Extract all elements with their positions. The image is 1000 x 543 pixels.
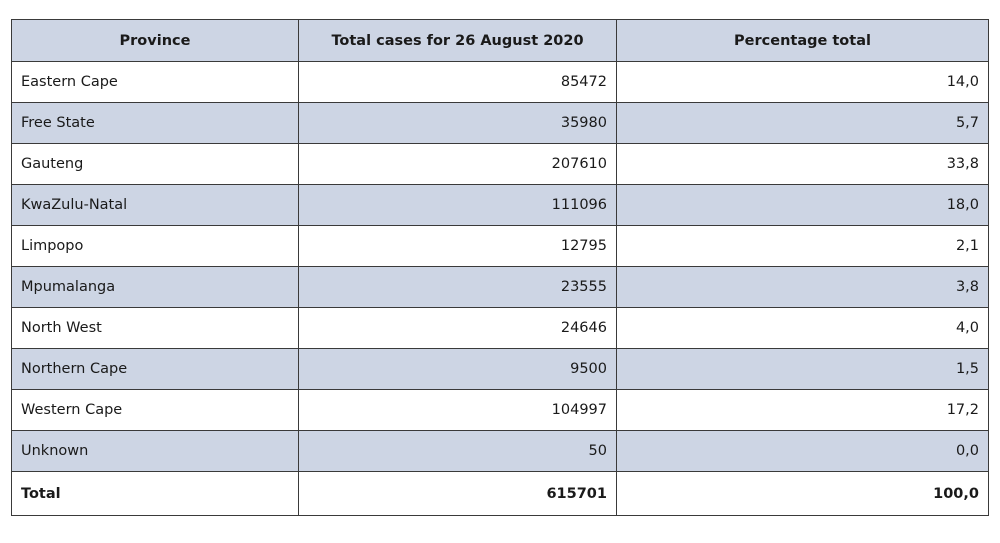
table-row: Unknown 50 0,0: [11, 430, 989, 472]
cases-cell: 104997: [298, 389, 617, 431]
province-cell: Gauteng: [11, 143, 299, 185]
cases-cell: 9500: [298, 348, 617, 390]
provincial-cases-table-container: Province Total cases for 26 August 2020 …: [11, 19, 989, 516]
cases-cell: 50: [298, 430, 617, 472]
total-percent-cell: 100,0: [616, 471, 989, 516]
province-cell: North West: [11, 307, 299, 349]
header-total-cases: Total cases for 26 August 2020: [298, 19, 617, 62]
cases-cell: 12795: [298, 225, 617, 267]
cases-cell: 207610: [298, 143, 617, 185]
percent-cell: 4,0: [616, 307, 989, 349]
province-cell: Eastern Cape: [11, 61, 299, 103]
table-row: Gauteng 207610 33,8: [11, 143, 989, 185]
province-cell: Free State: [11, 102, 299, 144]
province-cell: Limpopo: [11, 225, 299, 267]
percent-cell: 33,8: [616, 143, 989, 185]
table-row: Eastern Cape 85472 14,0: [11, 61, 989, 103]
percent-cell: 0,0: [616, 430, 989, 472]
table-row: Mpumalanga 23555 3,8: [11, 266, 989, 308]
cases-cell: 24646: [298, 307, 617, 349]
percent-cell: 3,8: [616, 266, 989, 308]
total-label: Total: [11, 471, 299, 516]
percent-cell: 14,0: [616, 61, 989, 103]
header-province: Province: [11, 19, 299, 62]
table-row: Limpopo 12795 2,1: [11, 225, 989, 267]
province-cell: Northern Cape: [11, 348, 299, 390]
header-row: Province Total cases for 26 August 2020 …: [11, 19, 989, 62]
percent-cell: 1,5: [616, 348, 989, 390]
cases-cell: 85472: [298, 61, 617, 103]
table-row: North West 24646 4,0: [11, 307, 989, 349]
percent-cell: 2,1: [616, 225, 989, 267]
total-row: Total 615701 100,0: [11, 471, 989, 516]
cases-cell: 23555: [298, 266, 617, 308]
total-cases-cell: 615701: [298, 471, 617, 516]
table-row: Free State 35980 5,7: [11, 102, 989, 144]
table-row: Western Cape 104997 17,2: [11, 389, 989, 431]
percent-cell: 17,2: [616, 389, 989, 431]
province-cell: Mpumalanga: [11, 266, 299, 308]
percent-cell: 5,7: [616, 102, 989, 144]
province-cell: KwaZulu-Natal: [11, 184, 299, 226]
province-cell: Unknown: [11, 430, 299, 472]
province-cell: Western Cape: [11, 389, 299, 431]
cases-cell: 35980: [298, 102, 617, 144]
provincial-cases-table: Province Total cases for 26 August 2020 …: [11, 19, 989, 516]
header-percentage: Percentage total: [616, 19, 989, 62]
cases-cell: 111096: [298, 184, 617, 226]
table-row: KwaZulu-Natal 111096 18,0: [11, 184, 989, 226]
table-row: Northern Cape 9500 1,5: [11, 348, 989, 390]
percent-cell: 18,0: [616, 184, 989, 226]
